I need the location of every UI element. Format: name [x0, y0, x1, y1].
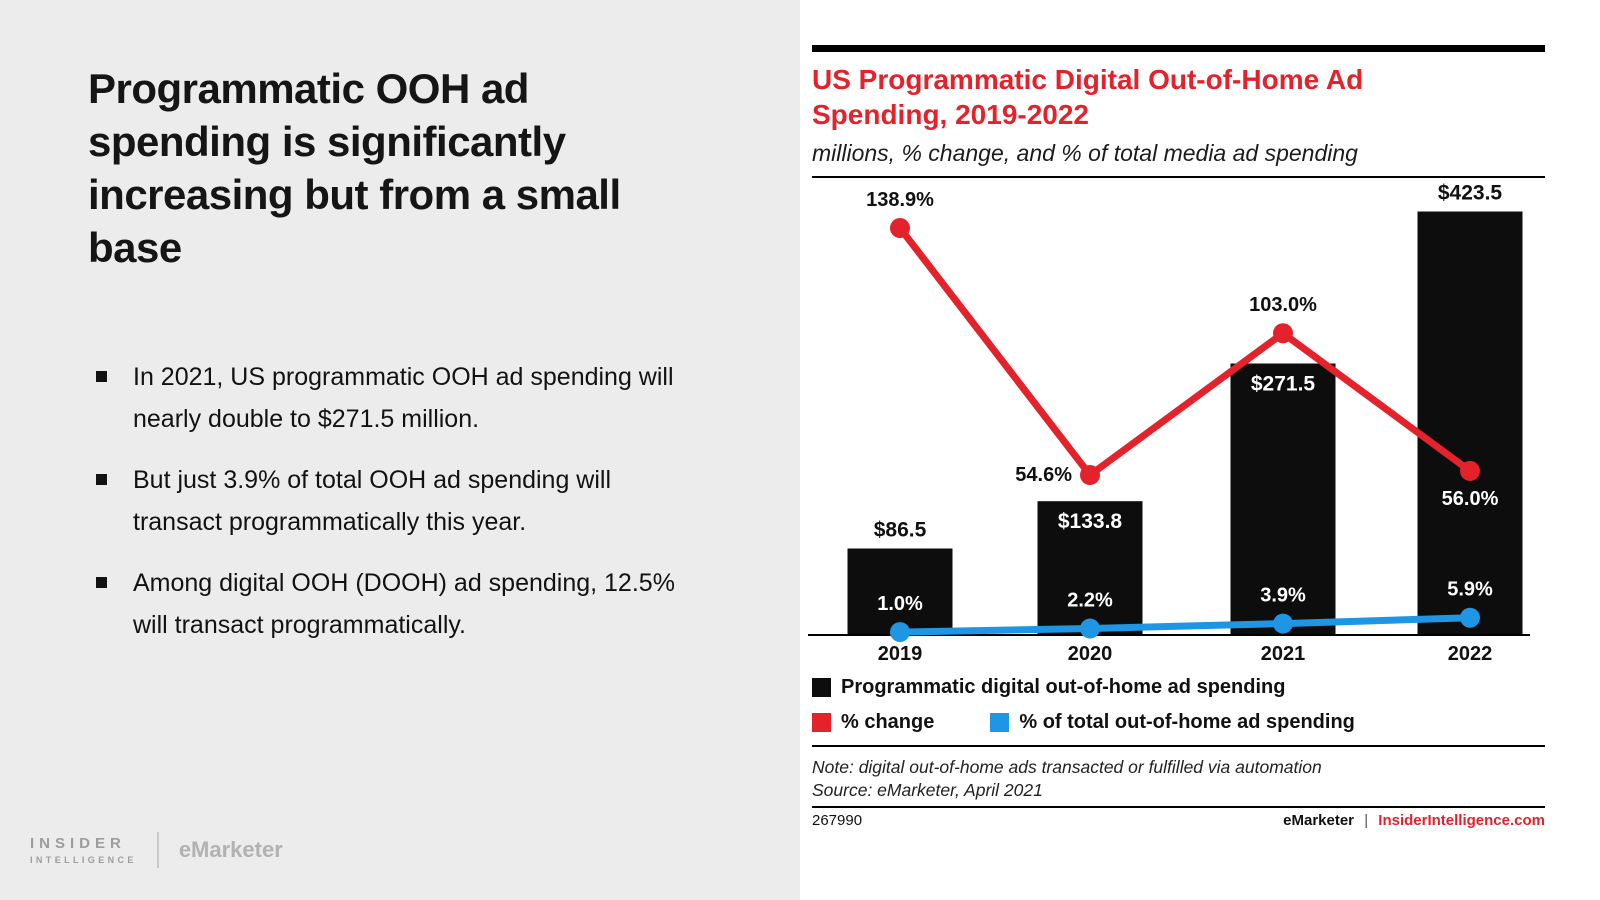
chart-area: $86.5 $133.8 $271.5 $423.5 138.9% 54.6% 103.0%…	[800, 182, 1600, 687]
bar-2019	[847, 548, 953, 635]
footer-site-link[interactable]: InsiderIntelligence.com	[1378, 812, 1545, 829]
bullet-square-icon	[96, 577, 107, 588]
brand-logos: INSIDER INTELLIGENCE eMarketer	[30, 832, 283, 868]
insider-logo-text: INSIDER	[30, 835, 126, 852]
x-tick-2020: 2020	[1068, 643, 1113, 665]
source-line: Source: eMarketer, April 2021	[812, 780, 1043, 800]
chart-footer: 267990 eMarketer | InsiderIntelligence.c…	[812, 812, 1545, 829]
chart-title: US Programmatic Digital Out-of-Home Ad S…	[812, 64, 1364, 130]
pct-change-dot-2020	[1080, 465, 1100, 486]
line-value-label: 138.9%	[866, 189, 934, 211]
line-value-label: 56.0%	[1442, 488, 1499, 510]
bar-value-label: $86.5	[874, 519, 927, 542]
bullet-item: In 2021, US programmatic OOH ad spending…	[88, 356, 698, 440]
line-value-label: 3.9%	[1260, 585, 1306, 607]
x-tick-2022: 2022	[1448, 643, 1493, 665]
chart-top-rule	[812, 45, 1545, 52]
chart-legend: Programmatic digital out-of-home ad spen…	[812, 676, 1355, 746]
bar-value-label: $423.5	[1438, 182, 1503, 205]
pct-total-dot-2021	[1273, 613, 1293, 634]
pct-change-line	[896, 224, 1474, 479]
divider-rule	[812, 745, 1545, 747]
insider-intelligence-logo: INSIDER INTELLIGENCE	[30, 835, 137, 865]
legend-swatch-bars	[812, 678, 831, 697]
bullet-text: But just 3.9% of total OOH ad spending w…	[133, 466, 612, 536]
logo-divider	[156, 832, 159, 868]
bullet-item: Among digital OOH (DOOH) ad spending, 12…	[88, 562, 698, 646]
bullet-square-icon	[96, 474, 107, 485]
chart-id: 267990	[812, 812, 863, 829]
legend-swatch-pct-total	[990, 713, 1010, 732]
pct-total-dot-2020	[1080, 618, 1100, 639]
bar-value-label: $133.8	[1058, 510, 1123, 533]
footer-brand-links: eMarketer | InsiderIntelligence.com	[1283, 812, 1545, 829]
pct-change-dot-2019	[890, 218, 910, 239]
line-value-label: 2.2%	[1067, 590, 1113, 612]
legend-swatch-pct-change	[812, 713, 831, 732]
pct-total-dot-2019	[890, 622, 910, 643]
bullet-text: Among digital OOH (DOOH) ad spending, 12…	[133, 569, 675, 639]
bar-2022	[1417, 211, 1523, 635]
legend-label-pct-change: % change	[841, 711, 935, 733]
bullet-text: In 2021, US programmatic OOH ad spending…	[133, 363, 674, 433]
chart-notes: Note: digital out-of-home ads transacted…	[812, 756, 1322, 802]
bar-value-label: $271.5	[1251, 373, 1316, 396]
intelligence-logo-text: INTELLIGENCE	[30, 855, 137, 865]
line-value-label: 1.0%	[877, 593, 923, 615]
slide-text-panel: Programmatic OOH ad spending is signific…	[0, 0, 800, 900]
pct-total-dot-2022	[1460, 607, 1480, 628]
pct-change-dot-2021	[1273, 323, 1293, 344]
bar-2020	[1037, 501, 1143, 635]
legend-row: Programmatic digital out-of-home ad spen…	[812, 676, 1355, 699]
divider-rule	[812, 176, 1545, 178]
line-value-label: 54.6%	[1015, 464, 1072, 486]
slide-headline: Programmatic OOH ad spending is signific…	[88, 65, 621, 271]
divider-rule	[812, 806, 1545, 808]
footer-divider: |	[1364, 812, 1369, 829]
chart-panel: US Programmatic Digital Out-of-Home Ad S…	[800, 0, 1600, 900]
legend-label-bars: Programmatic digital out-of-home ad spen…	[841, 676, 1286, 698]
line-value-label: 5.9%	[1447, 579, 1493, 601]
x-tick-2019: 2019	[878, 643, 923, 665]
key-points-list: In 2021, US programmatic OOH ad spending…	[88, 356, 698, 665]
footer-emarketer: eMarketer	[1283, 812, 1355, 829]
legend-row: % change % of total out-of-home ad spend…	[812, 711, 1355, 734]
line-value-label: 103.0%	[1249, 294, 1317, 316]
chart-subtitle: millions, % change, and % of total media…	[812, 140, 1358, 166]
note-line: Note: digital out-of-home ads transacted…	[812, 757, 1322, 777]
pct-change-dot-2022	[1460, 460, 1480, 481]
x-tick-2021: 2021	[1261, 643, 1306, 665]
combo-chart: $86.5 $133.8 $271.5 $423.5 138.9% 54.6% 103.0%…	[808, 182, 1530, 665]
emarketer-logo: eMarketer	[178, 837, 283, 862]
bar-2021	[1230, 363, 1336, 635]
bullet-square-icon	[96, 371, 107, 382]
pct-total-line	[896, 614, 1474, 636]
legend-label-pct-total: % of total out-of-home ad spending	[1019, 711, 1355, 733]
bullet-item: But just 3.9% of total OOH ad spending w…	[88, 459, 698, 543]
